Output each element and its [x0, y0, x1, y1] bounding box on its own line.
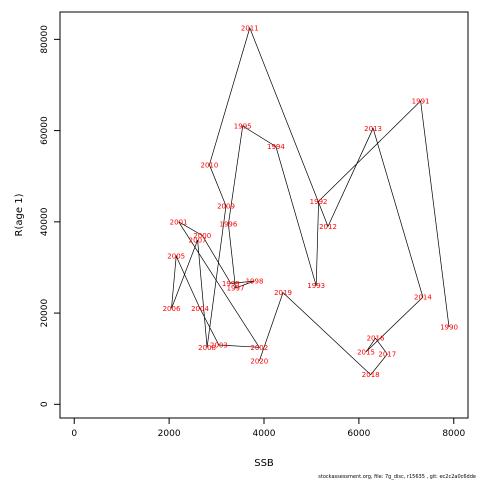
x-tick-label: 6000: [347, 429, 370, 439]
point-label: 2010: [200, 161, 218, 169]
x-tick-label: 4000: [253, 429, 276, 439]
point-label: 2014: [414, 294, 432, 302]
series-line: [171, 26, 450, 376]
point-label: 2005: [167, 253, 185, 261]
point-label: 1995: [234, 123, 252, 131]
y-tick-label: 60000: [40, 116, 50, 145]
point-label: 2011: [241, 25, 259, 33]
point-label: 2000: [193, 232, 211, 240]
point-label: 2007: [189, 237, 207, 245]
point-label: 2020: [250, 358, 268, 366]
y-axis: 0 20000 40000 60000 80000: [40, 25, 60, 407]
point-label: 2012: [319, 223, 337, 231]
point-label: 2001: [170, 218, 188, 226]
y-tick-label: 80000: [40, 25, 50, 54]
y-axis-title: R(age 1): [14, 193, 25, 236]
x-axis-title: SSB: [254, 458, 274, 469]
x-tick-label: 2000: [158, 429, 181, 439]
point-label: 2003: [210, 342, 228, 350]
y-tick-label: 20000: [40, 298, 50, 327]
point-label: 1996: [219, 221, 237, 229]
point-label: 1991: [412, 98, 430, 106]
point-label: 2016: [367, 335, 385, 343]
point-label: 1992: [310, 198, 328, 206]
y-tick-label: 40000: [40, 207, 50, 236]
series-path: [171, 26, 450, 376]
point-label: 1998: [246, 278, 264, 286]
point-label: 2004: [191, 305, 209, 313]
footer-text: stockassessment.org, file: 7g_disc, r156…: [318, 474, 476, 480]
point-label: 2006: [163, 305, 181, 313]
point-label: 1994: [267, 143, 285, 151]
point-label: 2015: [357, 348, 375, 356]
point-label: 2009: [217, 202, 235, 210]
y-tick-label: 0: [40, 401, 50, 407]
point-label: 2008: [198, 344, 216, 352]
x-tick-label: 8000: [442, 429, 465, 439]
point-label: 2013: [364, 125, 382, 133]
x-axis: 0 2000 4000 6000 8000: [71, 418, 465, 439]
point-label: 2018: [362, 371, 380, 379]
point-label: 2002: [250, 344, 268, 352]
point-label: 1997: [227, 285, 245, 293]
point-label: 1990: [440, 323, 458, 331]
point-label: 2017: [378, 351, 396, 359]
point-label: 1993: [307, 282, 325, 290]
point-label: 1999: [222, 280, 240, 288]
point-label: 2019: [274, 289, 292, 297]
x-tick-label: 0: [71, 429, 77, 439]
